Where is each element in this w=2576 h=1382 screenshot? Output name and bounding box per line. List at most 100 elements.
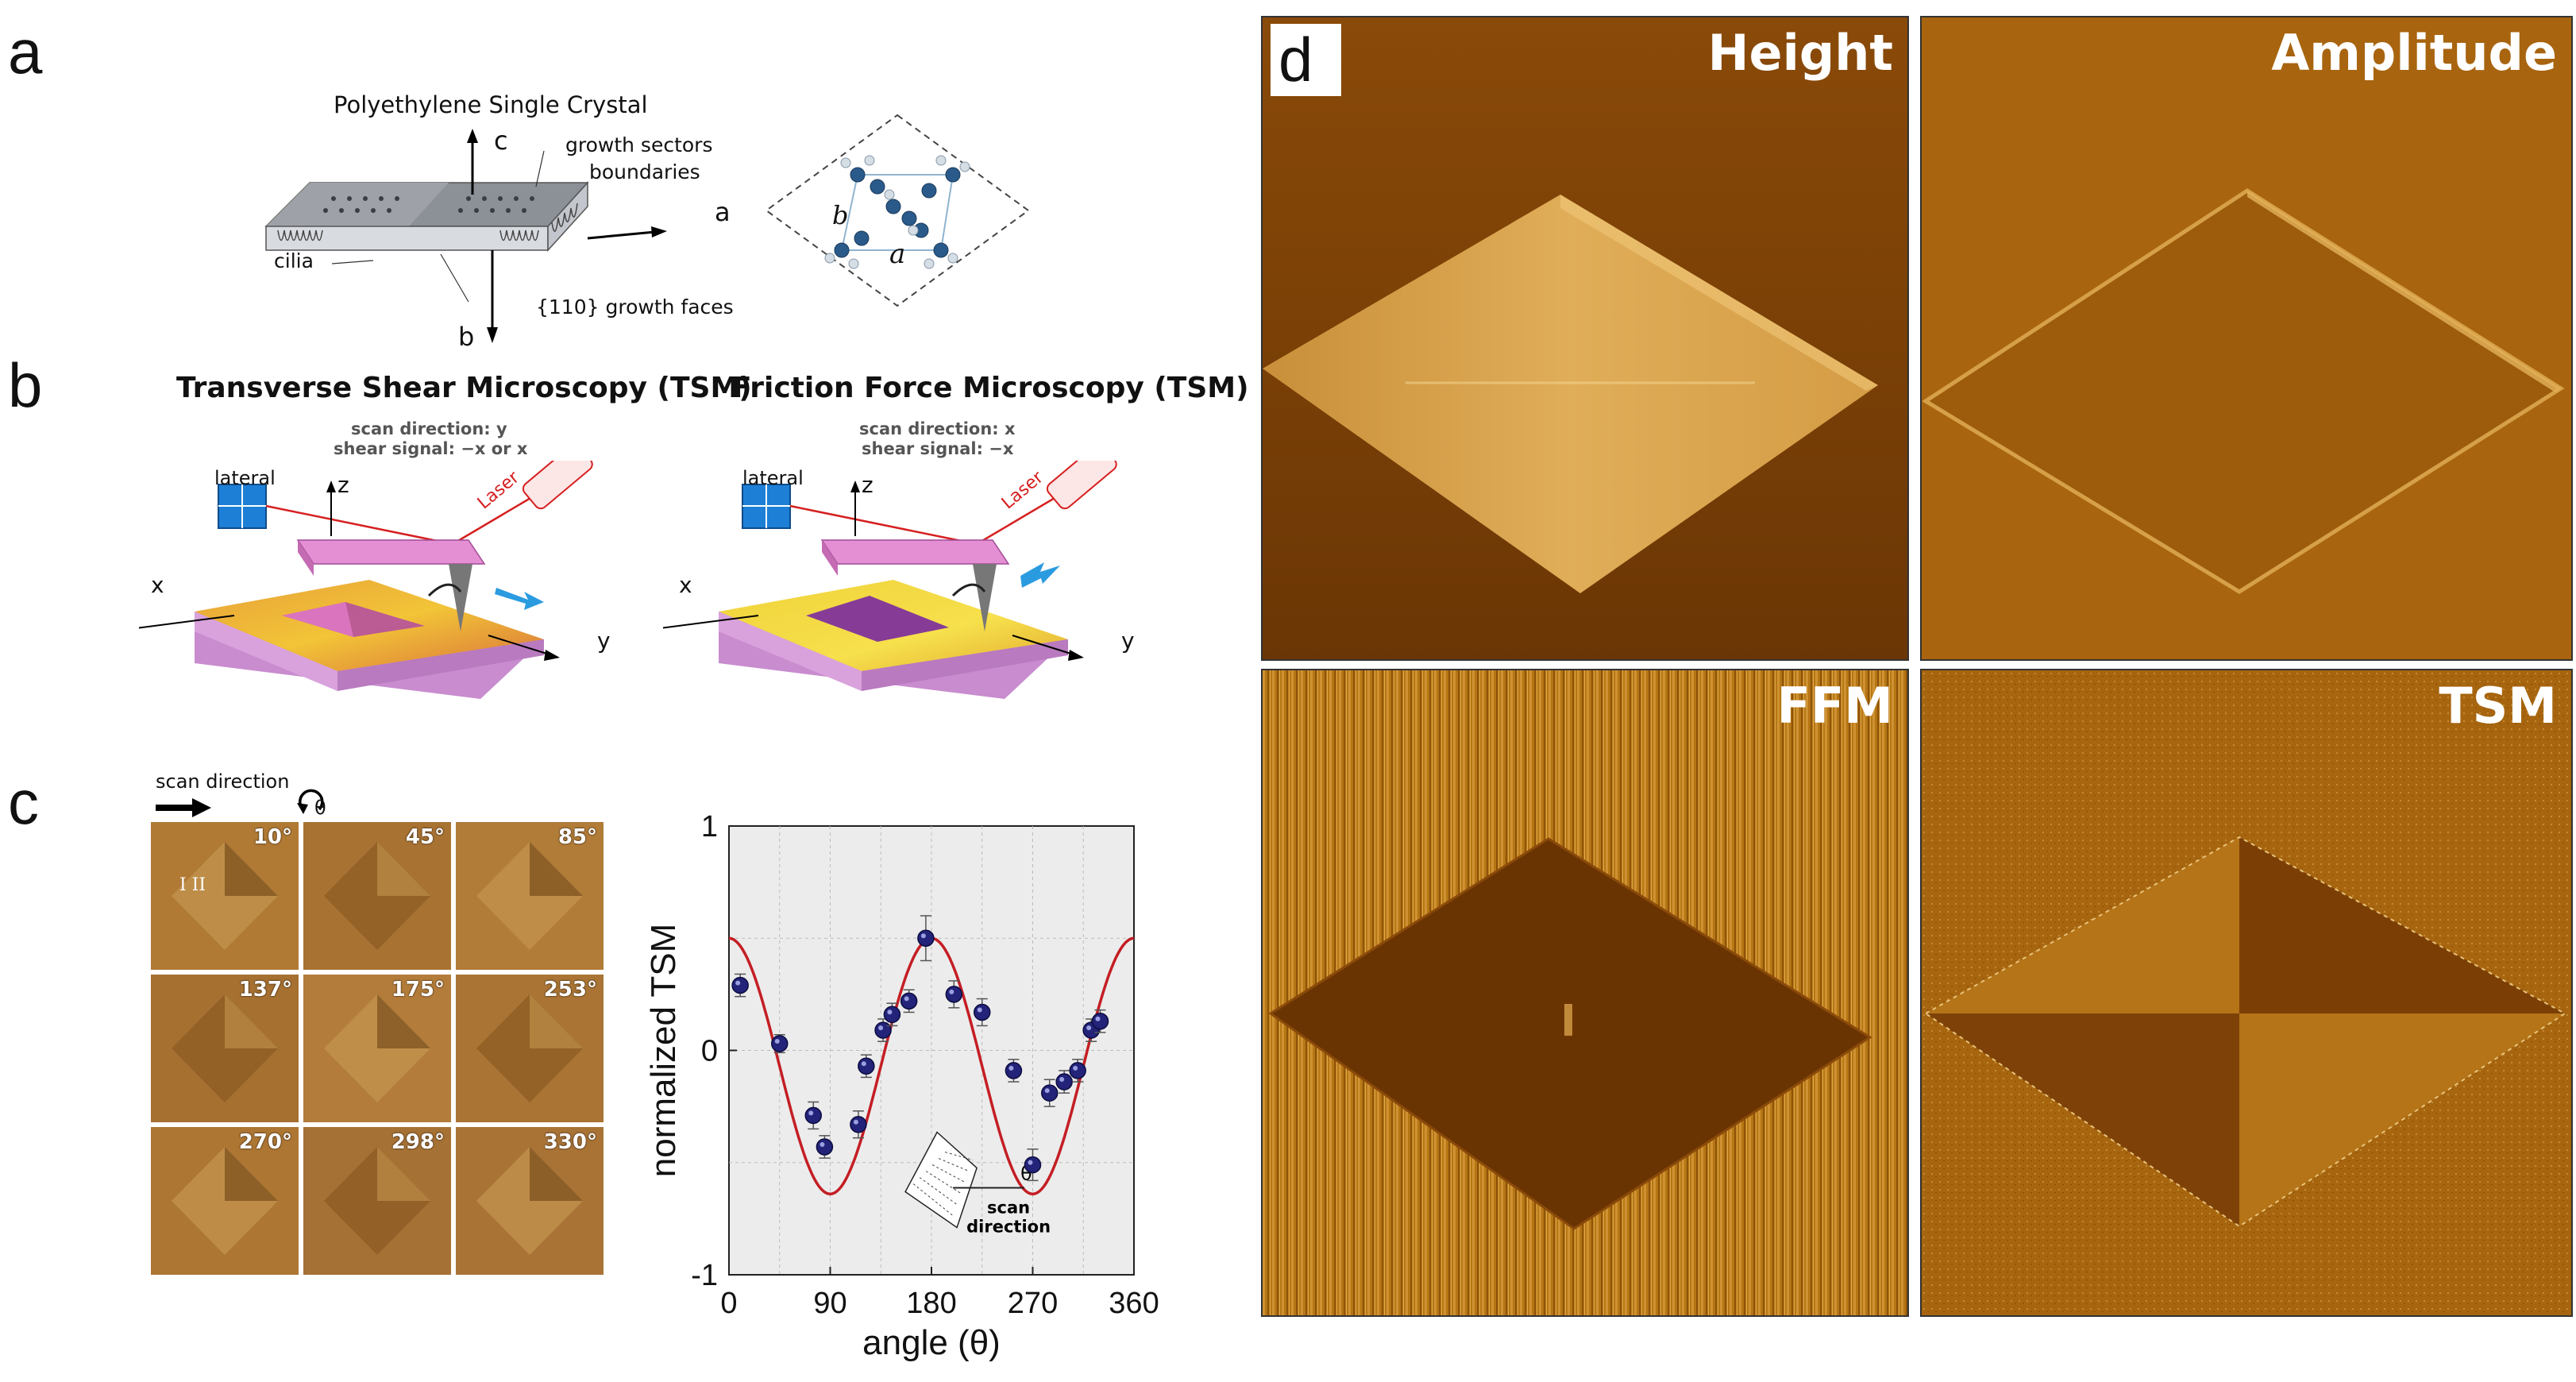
scan-direction-label: scan direction [156,770,290,793]
x-tick-label: 360 [1109,1287,1159,1320]
data-point-highlight [808,1110,814,1116]
afm-tile: 85° [456,822,604,970]
tsm-shear-signal: shear signal: −x or x [334,439,528,458]
tile-angle-label: 85° [557,825,597,849]
ffm-shear-signal: shear signal: −x [862,439,1014,458]
amplitude-image: Amplitude [1920,16,2573,661]
growth-faces-label: {110} growth faces [536,295,734,318]
ffm-label: FFM [1776,677,1893,735]
tile-angle-label: 270° [238,1130,292,1154]
afm-tile: 330° [456,1127,604,1275]
data-point-highlight [1028,1160,1033,1165]
x-tick-label: 180 [906,1287,956,1320]
ffm-title: Friction Force Microscopy (TSM) [732,372,1249,404]
ffm-z-label: z [862,472,873,498]
tsm-z-label: z [337,472,349,498]
data-point [1005,1062,1023,1079]
cell-b-label: b [832,200,849,230]
data-point [858,1057,875,1075]
data-point [731,976,749,994]
data-point [850,1115,867,1133]
data-point [816,1138,834,1156]
ffm-setup-diagram [663,461,1117,699]
y-tick-label: -1 [691,1259,718,1292]
afm-tile: 270° [151,1127,299,1275]
ffm-y-label: y [1121,627,1135,654]
afm-tile: 175° [303,975,451,1122]
svg-text:scan: scan [987,1199,1030,1218]
data-point-highlight [920,933,926,939]
panel-d-label: d [1271,24,1342,96]
tsm-label: TSM [2439,677,2557,735]
panel-c-label: c [8,767,39,837]
data-point-highlight [1095,1016,1101,1021]
tile-angle-label: 330° [543,1130,597,1154]
afm-tile: 253° [456,975,604,1122]
tsm-setup-diagram [139,461,593,699]
afm-tile: 45° [303,822,451,970]
panel-a-label: a [8,17,43,87]
growth-sectors-label: growth sectors [565,133,713,156]
tile-angle-label: 10° [253,825,292,849]
ffm-image: FFM [1261,669,1909,1317]
ffm-scan-direction: scan direction: x [859,419,1016,438]
growth-sector-dots [323,196,534,213]
data-point [771,1035,789,1052]
x-axis-label: angle (θ) [862,1323,1001,1362]
amplitude-label: Amplitude [2271,24,2557,82]
data-point-highlight [861,1061,866,1067]
axis-a-label: a [715,197,731,227]
rotation-icon [297,789,324,814]
tile-angle-label: 175° [391,978,445,1002]
ffm-lateral-label: lateral [742,467,804,489]
data-point-highlight [1044,1088,1050,1094]
afm-tile: 137° [151,975,299,1122]
data-point-highlight [887,1009,893,1015]
x-tick-label: 270 [1008,1287,1058,1320]
data-point-highlight [878,1025,884,1031]
data-point-highlight [819,1141,825,1147]
cilia-label: cilia [274,249,314,272]
data-point [917,929,935,947]
y-tick-label: 1 [701,810,718,843]
tile-angle-label: 137° [238,978,292,1002]
data-point-highlight [904,996,909,1002]
y-axis-label: normalized TSM [644,924,683,1178]
data-point-highlight [1008,1065,1014,1071]
axis-c-label: c [494,125,508,156]
panel-b-label: b [8,350,43,420]
data-point [804,1106,822,1125]
data-point [1069,1062,1086,1079]
tsm-lateral-label: lateral [214,467,276,489]
data-point-highlight [949,989,954,994]
ffm-x-label: x [679,572,692,598]
tsm-title: Transverse Shear Microscopy (TSM) [176,372,752,404]
data-point [945,986,963,1003]
data-point-highlight [735,980,741,986]
cell-a-label: a [889,238,906,270]
boundaries-label: boundaries [589,160,700,183]
scan-direction-arrow-icon [156,798,211,817]
data-point-highlight [1073,1065,1078,1071]
data-point [1091,1013,1109,1030]
data-point [874,1021,892,1039]
tsm-image: TSM [1920,669,2573,1317]
afm-tile: 10° [151,822,299,970]
tile-angle-label: 45° [405,825,445,849]
data-point-highlight [1059,1077,1065,1083]
crystal-title: Polyethylene Single Crystal [334,91,648,118]
height-label: Height [1707,24,1893,82]
tile-angle-label: 253° [543,978,597,1002]
axis-b-label: b [458,322,475,352]
data-point [974,1003,991,1021]
tsm-x-label: x [151,572,164,598]
data-point-highlight [853,1119,858,1125]
unit-cell-diagram [765,114,1030,307]
afm-tile: 298° [303,1127,451,1275]
x-tick-label: 90 [813,1287,846,1320]
data-point [1055,1073,1073,1091]
tile-angle-label: 298° [391,1130,445,1154]
data-point [1041,1084,1059,1102]
